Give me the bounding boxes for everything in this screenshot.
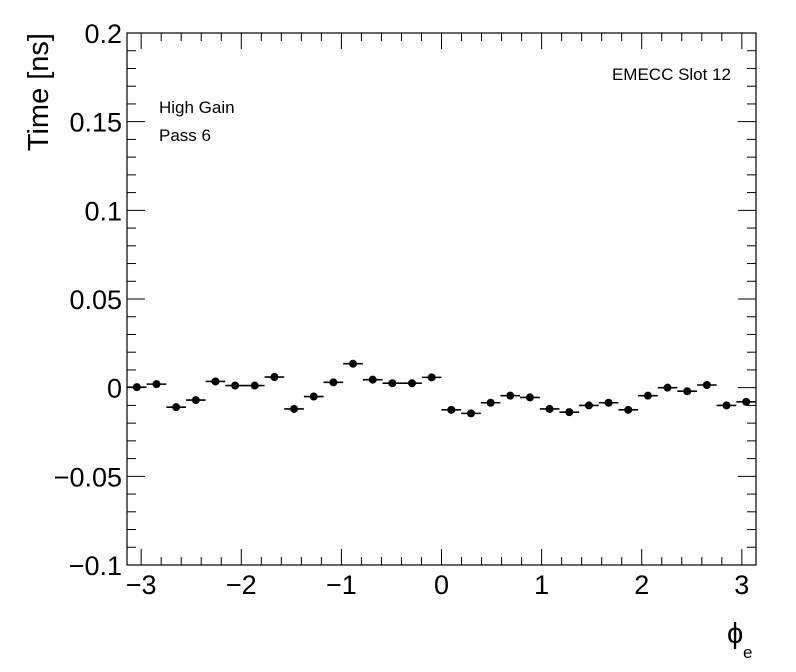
marker: [525, 393, 534, 402]
data-point: [323, 378, 344, 387]
data-point: [539, 404, 560, 413]
data-point: [402, 379, 422, 388]
annotation-slot: EMECC Slot 12: [612, 65, 731, 84]
marker: [742, 397, 751, 406]
data-point: [697, 381, 717, 390]
y-tick-label: 0.05: [69, 285, 122, 315]
marker: [132, 383, 141, 392]
data-point: [559, 408, 580, 417]
marker: [506, 391, 515, 400]
y-axis-title: Time [ns]: [23, 33, 55, 151]
marker: [270, 373, 279, 382]
marker: [486, 398, 495, 407]
data-point: [461, 409, 481, 418]
marker: [290, 404, 299, 413]
data-point: [480, 398, 501, 407]
data-point: [205, 377, 226, 386]
marker: [368, 375, 377, 384]
marker: [250, 381, 259, 390]
marker: [604, 398, 613, 407]
x-tick-label: 1: [534, 570, 549, 600]
data-point: [618, 405, 639, 414]
data-point: [638, 391, 658, 400]
x-axis-title-subscript: e: [743, 643, 752, 662]
marker: [349, 359, 358, 368]
marker: [211, 377, 220, 386]
marker: [408, 379, 417, 388]
marker: [702, 381, 711, 390]
data-point: [244, 381, 265, 390]
marker: [683, 387, 692, 396]
tick-labels: −3 −2 −1 0 1 2 3 −0.1 −0.05 0 0.05 0.1 0.15 0.2: [54, 19, 750, 600]
marker: [309, 392, 318, 401]
marker: [565, 408, 574, 417]
x-tick-label: −3: [126, 570, 157, 600]
x-tick-label: −1: [326, 570, 357, 600]
x-tick-label: 2: [634, 570, 649, 600]
y-tick-label: 0.2: [84, 19, 122, 49]
marker: [152, 380, 161, 389]
marker: [388, 379, 397, 388]
y-tick-label: −0.05: [54, 462, 122, 492]
marker: [624, 405, 633, 414]
data-point: [225, 381, 245, 390]
data-point: [716, 401, 737, 410]
x-tick-label: 0: [434, 570, 449, 600]
marker: [722, 401, 731, 410]
y-tick-label: 0.15: [69, 108, 122, 138]
marker: [172, 403, 181, 412]
x-tick-label: −2: [226, 570, 257, 600]
data-point: [185, 396, 206, 405]
x-axis-title: ϕ: [727, 618, 743, 650]
marker: [643, 391, 652, 400]
marker: [466, 409, 475, 418]
marker: [447, 405, 456, 414]
data-point: [500, 391, 521, 400]
data-point: [166, 403, 186, 412]
marker: [427, 373, 436, 382]
data-point: [284, 404, 304, 413]
x-tick-label: 3: [734, 570, 749, 600]
annotation-gain: High Gain: [159, 98, 235, 117]
data-point: [441, 405, 462, 414]
y-tick-label: −0.1: [69, 551, 122, 581]
marker: [545, 404, 554, 413]
data-point: [382, 379, 403, 388]
marker: [191, 396, 200, 405]
marker: [231, 381, 240, 390]
data-point: [127, 383, 147, 392]
marker: [584, 401, 593, 410]
data-point: [264, 373, 285, 382]
data-point: [343, 359, 363, 368]
data-point: [579, 401, 599, 410]
data-points: [127, 359, 756, 418]
data-point: [677, 387, 698, 396]
data-point: [362, 375, 383, 384]
data-point: [520, 393, 540, 402]
data-point: [303, 392, 324, 401]
y-tick-label: 0.1: [84, 196, 122, 226]
data-point: [736, 397, 756, 406]
data-point: [421, 373, 442, 382]
marker: [329, 378, 338, 387]
annotation-pass: Pass 6: [159, 126, 211, 145]
marker: [663, 383, 672, 392]
data-point: [657, 383, 678, 392]
data-point: [146, 380, 167, 389]
y-tick-label: 0: [107, 374, 122, 404]
data-point: [598, 398, 619, 407]
